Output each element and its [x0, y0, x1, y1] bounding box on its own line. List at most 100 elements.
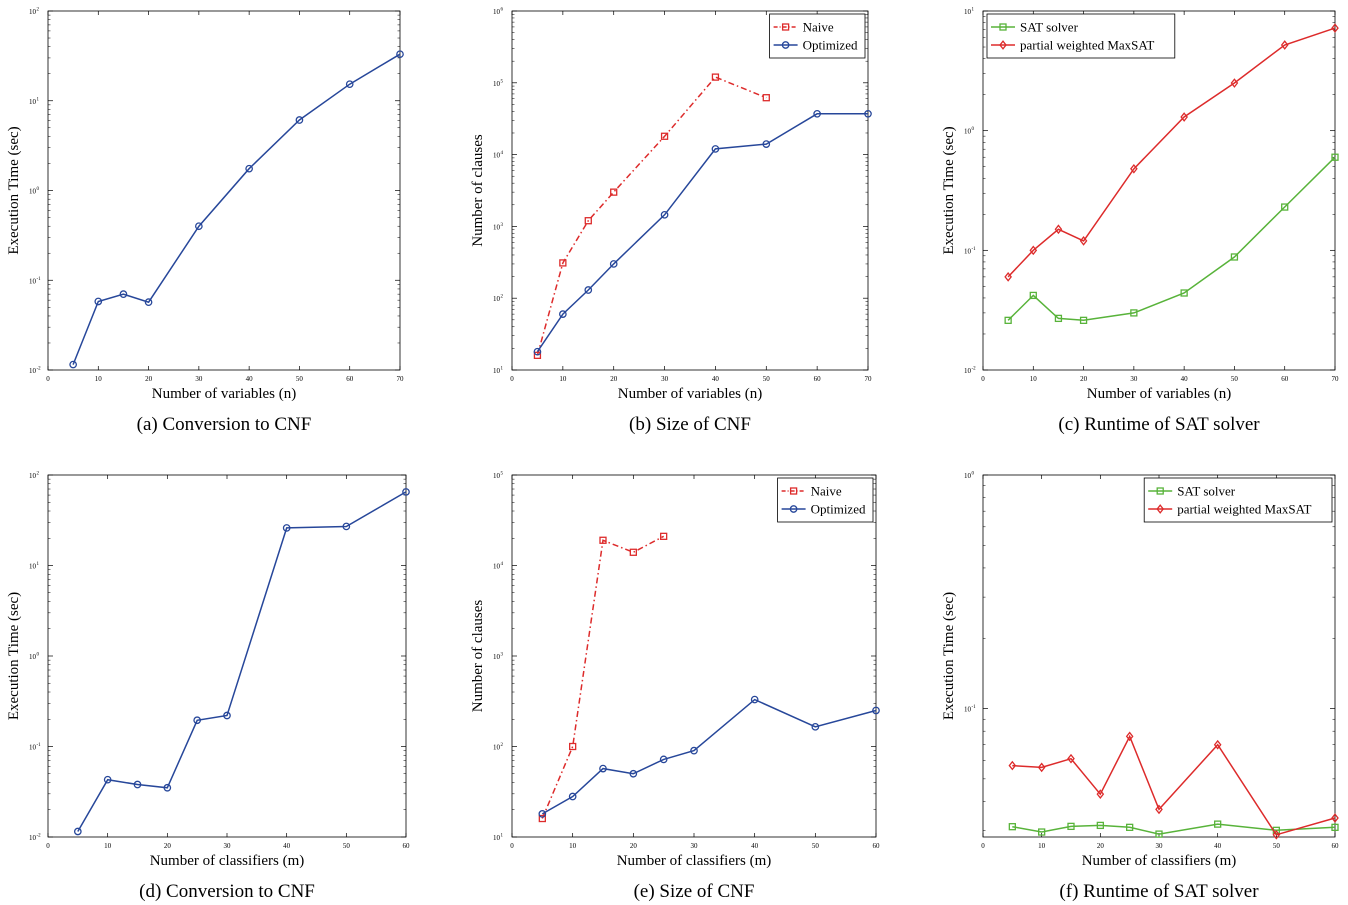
x-tick-label: 10: [104, 842, 112, 850]
data-point: [813, 109, 821, 118]
x-tick-label: 50: [343, 842, 351, 850]
legend-marker: [789, 505, 798, 513]
data-point: [1331, 823, 1339, 831]
data-point: [1067, 753, 1075, 764]
x-tick-label: 60: [814, 375, 822, 383]
y-tick-exponent: 1: [501, 834, 504, 839]
data-point: [69, 360, 77, 369]
y-tick-exponent: -2: [972, 367, 977, 372]
y-axis-label: Execution Time (sec): [6, 126, 22, 254]
chart-caption: (f) Runtime of SAT solver: [1059, 881, 1259, 902]
data-point: [396, 50, 404, 59]
y-tick-exponent: 0: [37, 653, 40, 658]
data-point: [163, 783, 172, 792]
x-tick-label: 10: [1030, 375, 1038, 383]
data-point: [538, 810, 547, 818]
x-tick-label: 10: [569, 842, 577, 850]
data-point: [864, 109, 872, 118]
series-line-optimized: [536, 113, 868, 353]
x-tick-label: 0: [46, 375, 50, 383]
data-point: [872, 706, 880, 715]
x-tick-label: 40: [1214, 842, 1222, 850]
y-tick-exponent: -1: [37, 277, 42, 282]
x-tick-label: 70: [1332, 375, 1340, 383]
x-tick-label: 60: [403, 842, 411, 850]
data-point: [1008, 760, 1017, 771]
y-tick-label: 10: [29, 744, 37, 752]
y-tick-label: 10: [29, 834, 37, 842]
y-tick-label: 10: [29, 563, 37, 571]
legend: Naive Optimized: [769, 13, 866, 59]
data-point: [659, 755, 668, 764]
y-tick-label: 10: [29, 367, 37, 375]
data-point: [103, 775, 112, 784]
legend-marker: [999, 40, 1007, 50]
data-point: [1029, 245, 1038, 256]
x-tick-label: 50: [1231, 375, 1239, 383]
x-tick-label: 0: [981, 842, 985, 850]
data-point: [1331, 23, 1339, 33]
series-line-partial-weighted-maxsat: [1007, 27, 1336, 278]
data-point: [195, 222, 203, 231]
data-point: [1130, 163, 1138, 174]
series-line-data: [72, 53, 401, 365]
legend: SAT solver partial weighted MaxSAT: [986, 13, 1176, 59]
y-tick-label: 10: [29, 653, 37, 661]
series-line-partial-weighted-maxsat: [1012, 734, 1336, 836]
data-point: [750, 695, 759, 704]
data-point: [762, 140, 771, 148]
y-tick-label: 10: [493, 223, 501, 231]
x-tick-label: 0: [510, 842, 514, 850]
x-tick-label: 50: [763, 375, 771, 383]
data-point: [599, 764, 607, 773]
y-tick-label: 10: [493, 744, 501, 752]
data-point: [559, 310, 567, 318]
legend-label: partial weighted MaxSAT: [1177, 502, 1311, 517]
x-axis-label: Number of variables (n): [1087, 386, 1232, 402]
y-tick-label: 10: [493, 563, 501, 571]
chart-caption: (b) Size of CNF: [629, 414, 751, 435]
data-point: [1230, 253, 1239, 261]
data-point: [1230, 78, 1239, 88]
y-tick-exponent: 2: [37, 8, 40, 13]
legend-box: [986, 13, 1176, 59]
legend-label: SAT solver: [1177, 484, 1236, 499]
data-point: [1008, 823, 1016, 831]
data-point: [1125, 731, 1134, 742]
x-tick-label: 30: [661, 375, 669, 383]
x-tick-label: 70: [865, 375, 873, 383]
x-axis-label: Number of classifiers (m): [1082, 853, 1237, 869]
y-tick-label: 10: [29, 472, 37, 480]
data-point: [1180, 289, 1188, 297]
x-axis-label: Number of variables (n): [152, 386, 297, 402]
data-point: [1038, 828, 1046, 836]
x-tick-label: 10: [95, 375, 103, 383]
legend-label: partial weighted MaxSAT: [1020, 38, 1154, 53]
data-point: [584, 217, 592, 225]
y-tick-exponent: 6: [501, 8, 504, 13]
data-point: [1180, 112, 1188, 122]
y-tick-exponent: 1: [501, 367, 504, 372]
x-tick-label: 30: [1156, 842, 1164, 850]
x-tick-label: 50: [812, 842, 820, 850]
x-axis-label: Number of classifiers (m): [617, 853, 772, 869]
data-point: [568, 792, 577, 801]
data-point: [193, 716, 202, 725]
data-point: [245, 164, 253, 173]
data-point: [1029, 291, 1037, 300]
x-tick-label: 0: [46, 842, 50, 850]
y-tick-label: 10: [964, 8, 972, 16]
x-tick-label: 60: [873, 842, 881, 850]
x-tick-label: 20: [630, 842, 638, 850]
y-axis-label: Number of clauses: [470, 600, 486, 713]
data-point: [345, 80, 354, 89]
x-tick-label: 40: [751, 842, 759, 850]
y-tick-label: 10: [493, 152, 501, 160]
data-point: [1214, 820, 1222, 828]
y-tick-label: 10: [29, 277, 37, 285]
data-point: [133, 780, 142, 789]
y-tick-exponent: 2: [501, 743, 504, 748]
data-point: [119, 290, 128, 299]
x-tick-label: 0: [981, 375, 985, 383]
